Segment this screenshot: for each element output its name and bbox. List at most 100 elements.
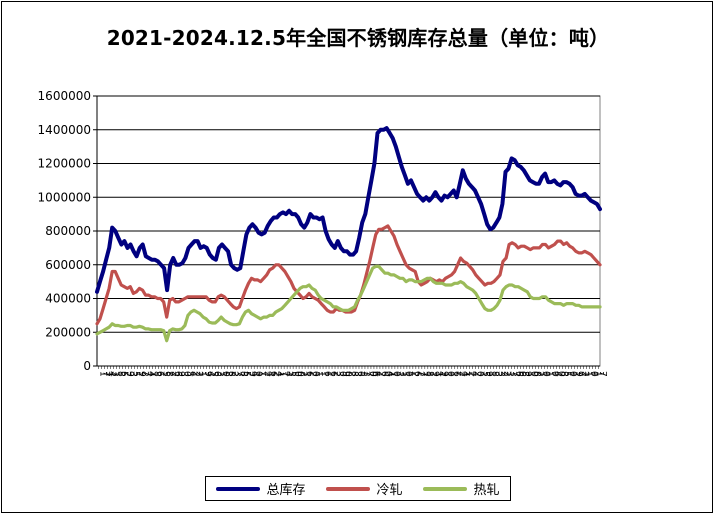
x-tick-label: 6: [211, 371, 221, 377]
x-tick-label: 2: [457, 371, 467, 377]
x-tick-label: 3: [508, 371, 518, 377]
x-tick-label: 4: [205, 371, 215, 377]
x-tick-label: 2: [376, 371, 386, 377]
x-tick-label: 3: [358, 371, 368, 377]
x-tick-label: 2: [361, 371, 371, 377]
x-tick-label: 8: [532, 371, 542, 377]
x-tick-label: 9: [136, 371, 146, 377]
x-tick-label: 3: [109, 371, 119, 377]
x-tick-label: 4: [385, 371, 395, 377]
x-tick-label: 0: [391, 371, 401, 377]
x-tick-label: 2: [580, 371, 590, 377]
x-tick-label: 9: [124, 371, 134, 377]
x-tick-label: 7: [511, 371, 521, 377]
x-tick-label: 1: [448, 371, 458, 377]
x-tick-label: 0: [367, 371, 377, 377]
x-tick-label: 7: [598, 371, 608, 377]
x-tick-label: 0: [337, 371, 347, 377]
y-tick-label: 400000: [45, 292, 91, 306]
x-tick-label: 7: [100, 371, 110, 377]
x-tick-label: 6: [154, 371, 164, 377]
x-tick-label: 8: [238, 371, 248, 377]
x-tick-label: 8: [115, 371, 125, 377]
x-tick-label: 9: [484, 371, 494, 377]
x-tick-label: 9: [523, 371, 533, 377]
x-tick-label: 7: [235, 371, 245, 377]
x-tick-label: 4: [553, 371, 563, 377]
x-tick-label: 5: [481, 371, 491, 377]
x-tick-label: 1: [325, 371, 335, 377]
x-tick-label: 0: [589, 371, 599, 377]
x-tick-label: 1: [565, 371, 575, 377]
x-tick-label: 1: [148, 371, 158, 377]
x-tick-label: 0: [181, 371, 191, 377]
x-tick-label: 1: [316, 371, 326, 377]
x-tick-label: 1: [595, 371, 605, 377]
x-tick-label: 1: [97, 371, 107, 377]
x-tick-label: 2: [298, 371, 308, 377]
x-tick-label: 1: [427, 371, 437, 377]
x-tick-label: 3: [232, 371, 242, 377]
legend-label-cold-rolled: 冷轧: [376, 483, 403, 498]
series-line-cold-rolled: [95, 224, 602, 326]
x-tick-label: 0: [343, 371, 353, 377]
x-tick-label: 2: [466, 371, 476, 377]
x-tick-label: 0: [475, 371, 485, 377]
x-tick-label: 1: [526, 371, 536, 377]
x-tick-label: 5: [130, 371, 140, 377]
x-tick-label: 6: [355, 371, 365, 377]
x-tick-label: 1: [463, 371, 473, 377]
legend-swatch-total: [216, 486, 261, 491]
x-tick-label: 2: [535, 371, 545, 377]
x-tick-label: 9: [439, 371, 449, 377]
x-tick-label: 9: [430, 371, 440, 377]
x-tick-label: 2: [262, 371, 272, 377]
x-tick-label: 1: [478, 371, 488, 377]
series-line-hot-rolled: [95, 264, 602, 343]
x-tick-label: 0: [556, 371, 566, 377]
x-tick-label: 1: [301, 371, 311, 377]
x-tick-label: 2: [502, 371, 512, 377]
y-tick-label: 1200000: [38, 157, 91, 171]
x-tick-label: 9: [340, 371, 350, 377]
x-tick-label: 4: [274, 371, 284, 377]
x-tick-label: 6: [328, 371, 338, 377]
x-tick-label: 1: [199, 371, 209, 377]
x-tick-label: 7: [454, 371, 464, 377]
x-tick-label: 0: [445, 371, 455, 377]
x-tick-label: 2: [346, 371, 356, 377]
x-tick-label: 1: [406, 371, 416, 377]
chart-legend: 总库存 冷轧 热轧: [205, 476, 511, 501]
x-tick-label: 9: [175, 371, 185, 377]
x-tick-label: 7: [166, 371, 176, 377]
x-tick-label: 1: [157, 371, 167, 377]
x-tick-label: 6: [514, 371, 524, 377]
y-tick-label: 1400000: [38, 123, 91, 137]
x-tick-label: 2: [415, 371, 425, 377]
x-tick-label: 1: [442, 371, 452, 377]
x-tick-label: 2: [139, 371, 149, 377]
x-tick-label: 0: [568, 371, 578, 377]
x-tick-label: 8: [163, 371, 173, 377]
x-tick-label: 3: [334, 371, 344, 377]
x-tick-label: 7: [280, 371, 290, 377]
x-tick-label: 1: [571, 371, 581, 377]
x-tick-label: 4: [265, 371, 275, 377]
x-tick-label: 5: [160, 371, 170, 377]
chart-title: 2021-2024.12.5年全国不锈钢库存总量（单位：吨）: [106, 26, 610, 50]
x-tick-label: 6: [412, 371, 422, 377]
x-tick-label: 7: [364, 371, 374, 377]
x-tick-label: 1: [319, 371, 329, 377]
x-tick-label: 0: [310, 371, 320, 377]
x-tick-label: 3: [214, 371, 224, 377]
legend-swatch-cold-rolled: [326, 486, 371, 491]
x-tick-label: 2: [190, 371, 200, 377]
x-tick-label: 6: [268, 371, 278, 377]
x-tick-label: 1: [217, 371, 227, 377]
x-tick-label: 1: [544, 371, 554, 377]
x-tick-label: 1: [277, 371, 287, 377]
x-tick-label: 2: [271, 371, 281, 377]
y-tick-label: 1600000: [38, 89, 91, 103]
x-tick-label: 5: [286, 371, 296, 377]
x-tick-label: 1: [505, 371, 515, 377]
